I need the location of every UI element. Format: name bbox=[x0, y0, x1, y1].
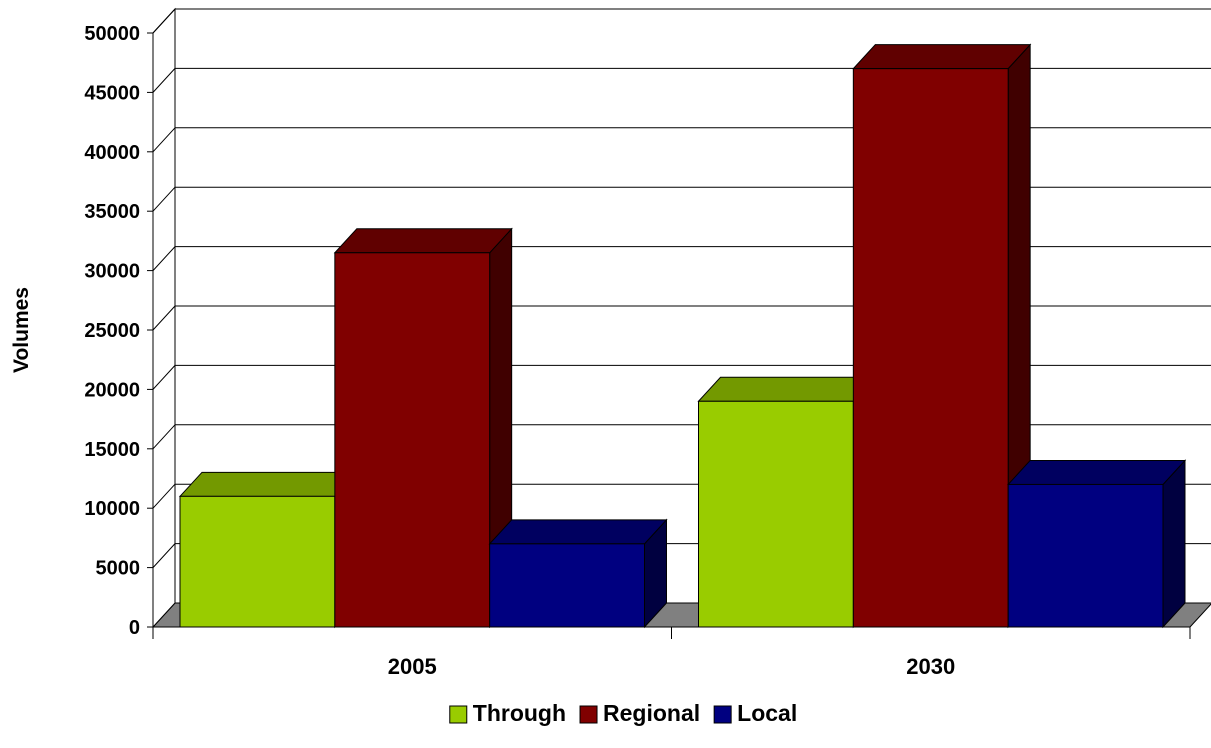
bar-front bbox=[179, 495, 336, 628]
gridline-side bbox=[152, 68, 176, 93]
bar-top bbox=[852, 44, 1032, 70]
bar-front bbox=[489, 543, 645, 628]
gridline-side bbox=[152, 186, 176, 212]
bar-front bbox=[1007, 483, 1164, 628]
legend: Through Regional Local bbox=[449, 700, 797, 726]
x-tick-label: 2005 bbox=[388, 654, 437, 679]
bar-regional-2005 bbox=[333, 227, 513, 629]
gridline-side bbox=[152, 543, 176, 568]
x-tick-label: 2030 bbox=[906, 654, 955, 679]
legend-swatch-local bbox=[713, 705, 732, 724]
gridline-side bbox=[152, 483, 176, 509]
y-tick-label: 35000 bbox=[84, 201, 140, 223]
bar-top bbox=[488, 519, 668, 545]
bar-regional-2030 bbox=[852, 43, 1032, 629]
bar-front bbox=[698, 400, 854, 628]
y-tick-label: 5000 bbox=[96, 558, 141, 580]
legend-swatch-through bbox=[449, 705, 468, 724]
bar-front bbox=[334, 252, 491, 628]
bar-top bbox=[178, 471, 358, 497]
legend-label-local: Local bbox=[737, 700, 797, 726]
y-tick-label: 10000 bbox=[84, 498, 140, 520]
bar-side bbox=[1162, 459, 1186, 629]
bar-top bbox=[1007, 459, 1187, 485]
bar-local-2005 bbox=[488, 518, 668, 629]
bar-top bbox=[697, 376, 877, 402]
gridline-side bbox=[152, 365, 176, 390]
y-tick-label: 20000 bbox=[84, 379, 140, 401]
gridline-side bbox=[152, 305, 176, 331]
bar-local-2030 bbox=[1007, 459, 1187, 629]
bar-through-2005 bbox=[178, 471, 358, 629]
bar-top bbox=[333, 228, 513, 254]
gridline-side bbox=[152, 127, 176, 153]
gridline-side bbox=[152, 8, 176, 34]
y-tick-label: 0 bbox=[129, 617, 140, 639]
y-tick-label: 30000 bbox=[84, 261, 140, 283]
bar-front bbox=[852, 68, 1009, 628]
y-tick-label: 15000 bbox=[84, 439, 140, 461]
y-tick-label: 45000 bbox=[84, 82, 140, 104]
gridline-side bbox=[152, 424, 176, 450]
y-tick-label: 50000 bbox=[84, 23, 140, 45]
legend-label-regional: Regional bbox=[603, 700, 700, 726]
gridline-side bbox=[152, 246, 176, 271]
legend-swatch-regional bbox=[579, 705, 598, 724]
y-tick-label: 25000 bbox=[84, 320, 140, 342]
legend-label-through: Through bbox=[473, 700, 566, 726]
y-axis-label: Volumes bbox=[10, 287, 33, 373]
y-tick-label: 40000 bbox=[84, 142, 140, 164]
bar-through-2030 bbox=[697, 375, 877, 629]
